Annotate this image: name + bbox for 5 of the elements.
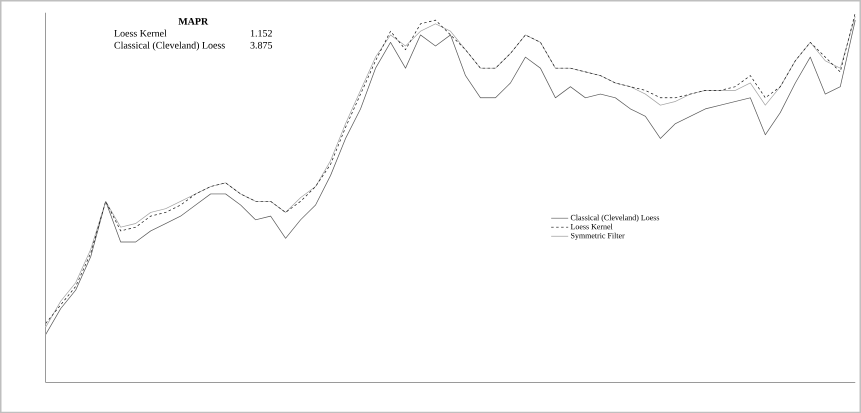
annotation: MAPR — [178, 18, 208, 24]
annotation: 1.152 — [250, 30, 272, 37]
annotation: 3.875 — [250, 42, 272, 49]
annotation: Classical (Cleveland) Loess — [114, 41, 225, 51]
annotation: Loess Kernel — [114, 30, 167, 37]
